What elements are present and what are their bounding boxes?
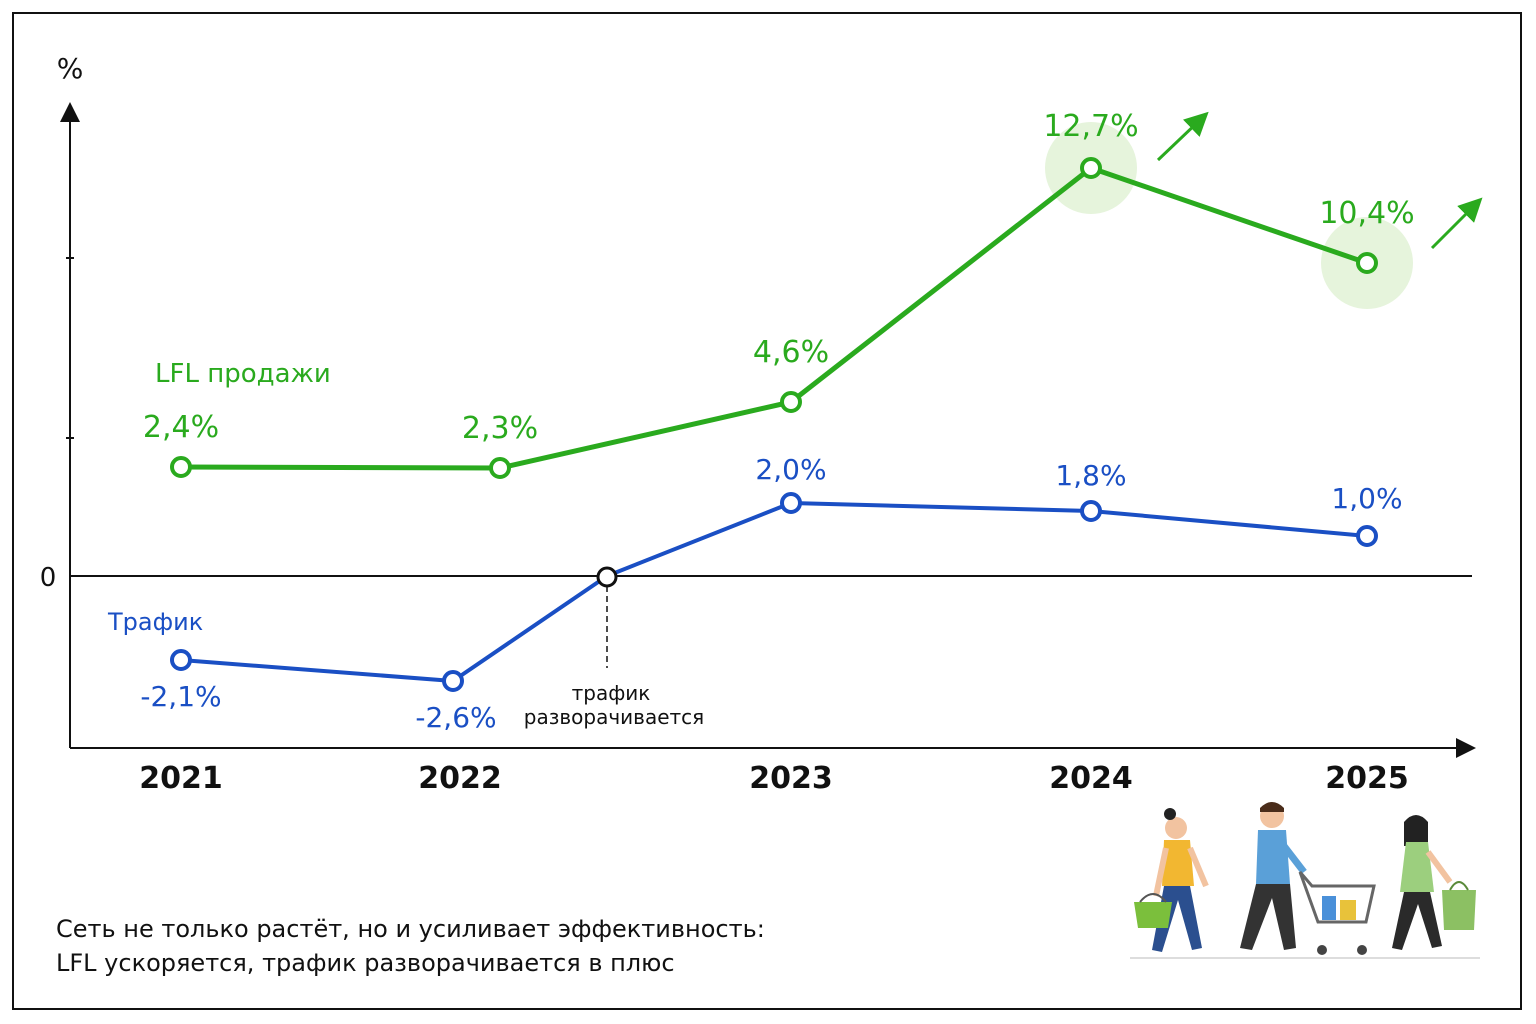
lfl-series-line <box>180 165 1368 471</box>
traffic-point <box>780 492 802 514</box>
traffic-value-label: -2,6% <box>415 701 496 734</box>
woman-with-basket-icon <box>1134 808 1209 952</box>
traffic-value-label: 1,0% <box>1331 482 1402 515</box>
lfl-point <box>170 456 192 478</box>
traffic-value-label: -2,1% <box>140 680 221 713</box>
lfl-value-label: 10,4% <box>1319 196 1414 231</box>
traffic-point <box>170 649 192 671</box>
lfl-value-label: 2,4% <box>143 410 219 445</box>
x-tick-label: 2024 <box>1049 761 1133 796</box>
traffic-point <box>1356 525 1378 547</box>
x-tick-label: 2025 <box>1325 761 1409 796</box>
traffic-series-line <box>180 501 1368 683</box>
annotation-line-2: разворачивается <box>524 705 704 729</box>
lfl-value-label: 4,6% <box>753 335 829 370</box>
traffic-point <box>442 670 464 692</box>
traffic-value-label: 2,0% <box>755 453 826 486</box>
shoppers-illustration <box>1130 802 1480 959</box>
traffic-series-name: Трафик <box>107 608 203 636</box>
lfl-point <box>780 391 802 413</box>
x-tick-label: 2021 <box>139 761 223 796</box>
traffic-value-label: 1,8% <box>1055 459 1126 492</box>
zero-crossing-point <box>596 566 618 588</box>
traffic-point <box>1080 500 1102 522</box>
caption-line-2: LFL ускоряется, трафик разворачивается в… <box>56 949 675 977</box>
lfl-series-name: LFL продажи <box>155 359 331 389</box>
lfl-value-label: 2,3% <box>462 411 538 446</box>
chart-frame <box>12 12 1522 1010</box>
woman-with-bag-icon <box>1392 815 1476 950</box>
annotation-line-1: трафик <box>572 681 651 705</box>
y-unit-label: % <box>57 52 84 85</box>
x-tick-label: 2022 <box>418 761 502 796</box>
zero-label: 0 <box>40 563 57 593</box>
man-with-cart-icon <box>1240 802 1376 955</box>
lfl-point <box>1080 157 1102 179</box>
lfl-value-label: 12,7% <box>1043 109 1138 144</box>
growth-arrow-icon <box>1430 197 1483 250</box>
growth-arrow-icon <box>1156 111 1209 162</box>
lfl-point <box>1356 252 1378 274</box>
lfl-point <box>489 457 511 479</box>
x-tick-label: 2023 <box>749 761 833 796</box>
caption-line-1: Сеть не только растёт, но и усиливает эф… <box>56 915 765 943</box>
chart-caption: Сеть не только растёт, но и усиливает эф… <box>56 912 765 980</box>
